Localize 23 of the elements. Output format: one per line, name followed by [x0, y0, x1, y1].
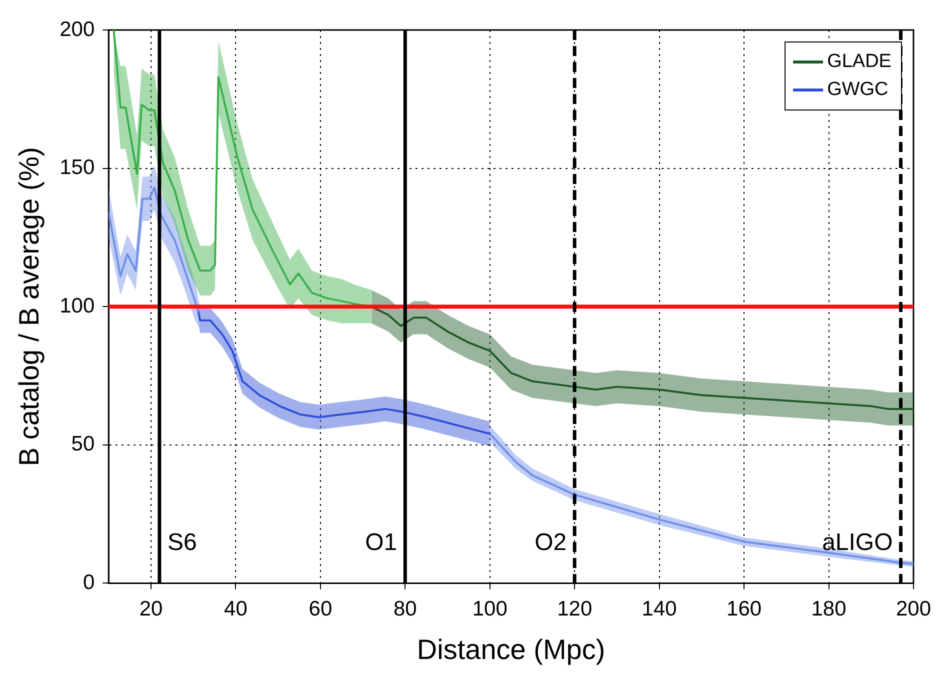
x-axis-title: Distance (Mpc): [416, 634, 606, 665]
y-tick-label: 50: [71, 432, 95, 456]
y-tick-label: 150: [60, 156, 95, 180]
y-tick-label: 100: [60, 294, 95, 318]
ref-line-label: O2: [534, 529, 567, 556]
x-tick-label: 200: [896, 598, 932, 621]
x-tick-label: 180: [811, 598, 846, 621]
x-tick-label: 140: [642, 598, 677, 621]
legend-label: GWGC: [827, 79, 888, 100]
x-tick-label: 40: [224, 598, 248, 621]
x-tick-label: 160: [726, 598, 762, 621]
x-tick-label: 60: [308, 598, 332, 621]
ref-line-label: O1: [365, 529, 398, 556]
x-tick-label: 120: [557, 598, 592, 621]
y-tick-label: 0: [82, 570, 95, 594]
y-tick-label: 200: [60, 18, 95, 41]
legend-label: GLADE: [827, 51, 892, 72]
ref-line-label: S6: [167, 529, 197, 556]
ref-line-label: aLIGO: [822, 529, 893, 556]
x-tick-label: 20: [139, 598, 163, 621]
y-axis-title: B catalog / B average (%): [14, 147, 45, 466]
x-tick-label: 80: [393, 598, 417, 621]
x-tick-label: 100: [472, 598, 508, 621]
